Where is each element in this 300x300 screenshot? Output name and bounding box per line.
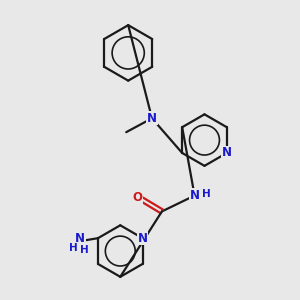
Text: N: N: [138, 232, 148, 245]
Text: N: N: [190, 189, 200, 202]
Text: O: O: [132, 191, 142, 204]
Text: N: N: [75, 232, 85, 245]
Text: H: H: [69, 243, 78, 253]
Text: H: H: [80, 245, 88, 255]
Text: H: H: [202, 189, 211, 199]
Text: N: N: [222, 146, 232, 160]
Text: N: N: [147, 112, 157, 125]
